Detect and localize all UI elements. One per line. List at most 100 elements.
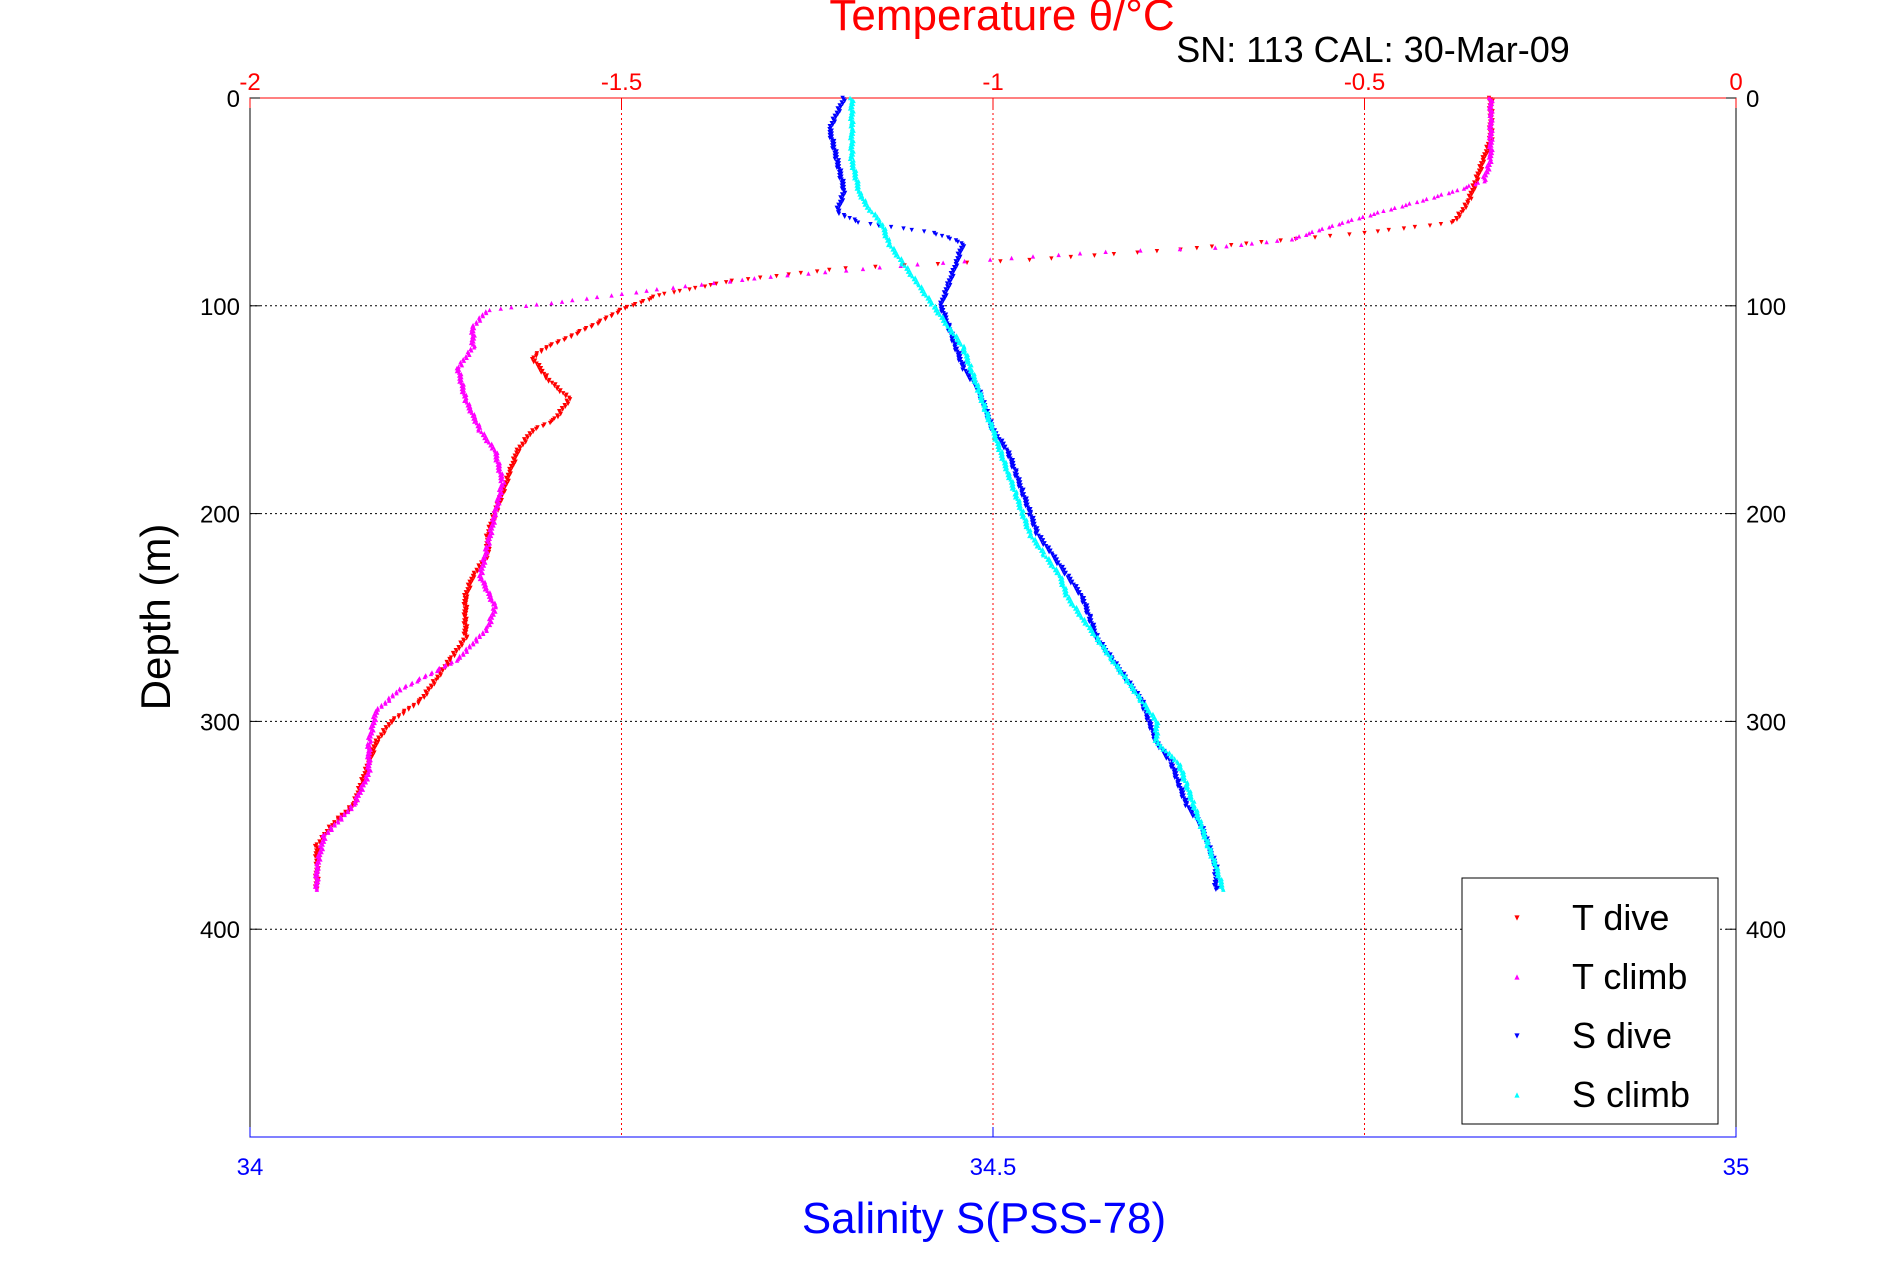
data-point [925,296,930,301]
data-point [398,688,403,693]
data-point [942,296,948,301]
data-point [1368,213,1373,218]
series-layer [312,95,1495,892]
data-point [1045,547,1050,552]
data-point [461,394,467,399]
data-point [497,466,503,472]
data-point [466,406,471,411]
data-point [1050,552,1055,558]
data-point [457,655,463,660]
data-point [495,450,500,455]
data-point [702,284,708,289]
data-point [857,192,862,197]
data-point [595,321,601,327]
data-point [640,299,646,304]
data-point [1140,707,1146,712]
data-point [1182,778,1188,783]
data-point [978,398,983,403]
data-point [475,423,480,429]
data-point [1019,511,1024,516]
data-point [567,397,573,402]
data-point [893,253,898,258]
data-point [1207,851,1213,856]
data-point [1092,633,1098,638]
data-point [1043,554,1049,559]
data-point [406,707,411,712]
data-point [835,112,841,117]
data-point [1489,150,1495,156]
data-point [1072,606,1078,611]
data-point [482,587,488,592]
data-point [850,144,855,150]
data-point [1200,832,1206,837]
data-point [951,269,956,274]
data-point [960,346,965,352]
data-point [533,426,539,432]
data-point [1327,225,1332,230]
data-point [952,348,958,353]
data-point [854,183,859,188]
data-point [955,352,961,357]
data-point [839,180,844,185]
data-point [487,622,493,628]
data-point [1155,723,1160,729]
data-point [360,787,366,792]
data-point [1178,788,1184,794]
data-point [1412,224,1418,230]
data-point [1177,246,1183,252]
data-point [832,147,837,153]
data-point [1176,763,1181,769]
data-point [944,318,950,323]
data-point [382,731,387,736]
data-point [956,355,961,360]
data-point [657,293,662,298]
data-point [1474,178,1480,184]
data-point [1005,452,1010,457]
data-point [376,737,382,742]
data-point [396,714,401,720]
data-point [944,288,950,294]
data-point [1483,153,1488,159]
data-point [1085,622,1090,628]
data-point [1181,796,1187,801]
data-point [582,327,588,332]
data-point [469,410,475,415]
data-point [1179,771,1185,776]
data-point [1179,768,1184,773]
data-point [1026,512,1032,518]
data-point [367,739,373,745]
data-point [471,575,477,580]
data-point [916,282,921,288]
data-point [933,308,938,313]
data-point [1018,480,1023,485]
data-point [555,340,560,346]
series-s-climb [847,95,1226,892]
data-point [459,386,464,392]
data-point [1022,495,1027,500]
data-point [1032,524,1038,530]
data-point [454,365,460,371]
data-point [671,290,677,295]
data-point [482,435,487,441]
data-point [319,849,324,855]
data-point [881,227,886,233]
data-point [484,310,489,316]
data-point [1197,820,1202,825]
data-point [1100,644,1105,650]
data-point [492,520,498,525]
data-point [349,806,354,812]
data-point [523,440,528,445]
data-point [1112,661,1118,666]
data-point [967,368,973,374]
data-point [849,159,854,165]
legend: T dive T climb S dive S climb [1461,877,1719,1125]
data-point [465,594,470,599]
data-point [838,104,843,110]
data-point [985,417,990,423]
data-point [1490,98,1495,104]
data-point [785,272,790,278]
data-point [888,224,894,230]
data-point [468,585,473,591]
data-point [940,299,946,304]
